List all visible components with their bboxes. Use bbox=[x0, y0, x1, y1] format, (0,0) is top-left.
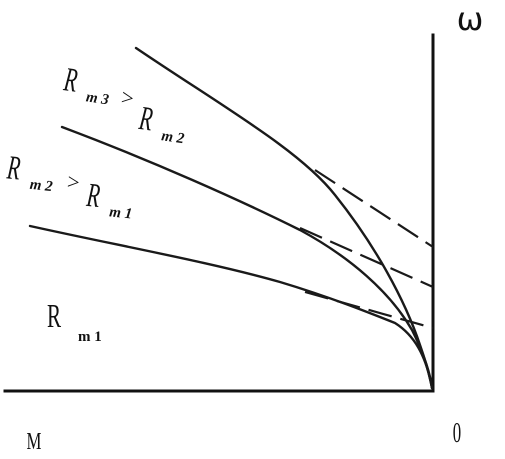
r2-main-letter-b: R bbox=[5, 149, 22, 187]
omega-axis-label: ω bbox=[457, 0, 484, 38]
label-rm2-gt-rm1: R m 2 > R m 1 bbox=[5, 149, 133, 222]
gt-sign-1: > bbox=[120, 84, 136, 110]
r3-subscript: m 3 bbox=[85, 89, 110, 108]
tangent-dash-rm1 bbox=[304, 290, 434, 330]
r1-subscript-a: m 1 bbox=[108, 204, 132, 222]
r3-main-letter: R bbox=[61, 61, 80, 100]
curve-rm2 bbox=[60, 125, 434, 390]
torque-axis-label: M bbox=[27, 429, 42, 454]
r2-main-letter-a: R bbox=[136, 100, 155, 139]
gt-sign-2: > bbox=[66, 169, 81, 195]
origin-label: 0 bbox=[453, 417, 461, 449]
r1-subscript-b: m 1 bbox=[78, 329, 102, 345]
curve-rm1 bbox=[28, 224, 434, 390]
r2-subscript-a: m 2 bbox=[160, 128, 185, 147]
r1-main-letter-a: R bbox=[84, 177, 101, 215]
r1-main-letter-b: R bbox=[47, 298, 61, 335]
label-rm3-gt-rm2: R m 3 > R m 2 bbox=[61, 61, 186, 147]
tangent-dash-rm2 bbox=[299, 226, 434, 289]
r2-subscript-b: m 2 bbox=[29, 177, 54, 195]
tangent-dash-rm3 bbox=[314, 169, 434, 248]
label-rm1: R m 1 bbox=[47, 298, 102, 345]
